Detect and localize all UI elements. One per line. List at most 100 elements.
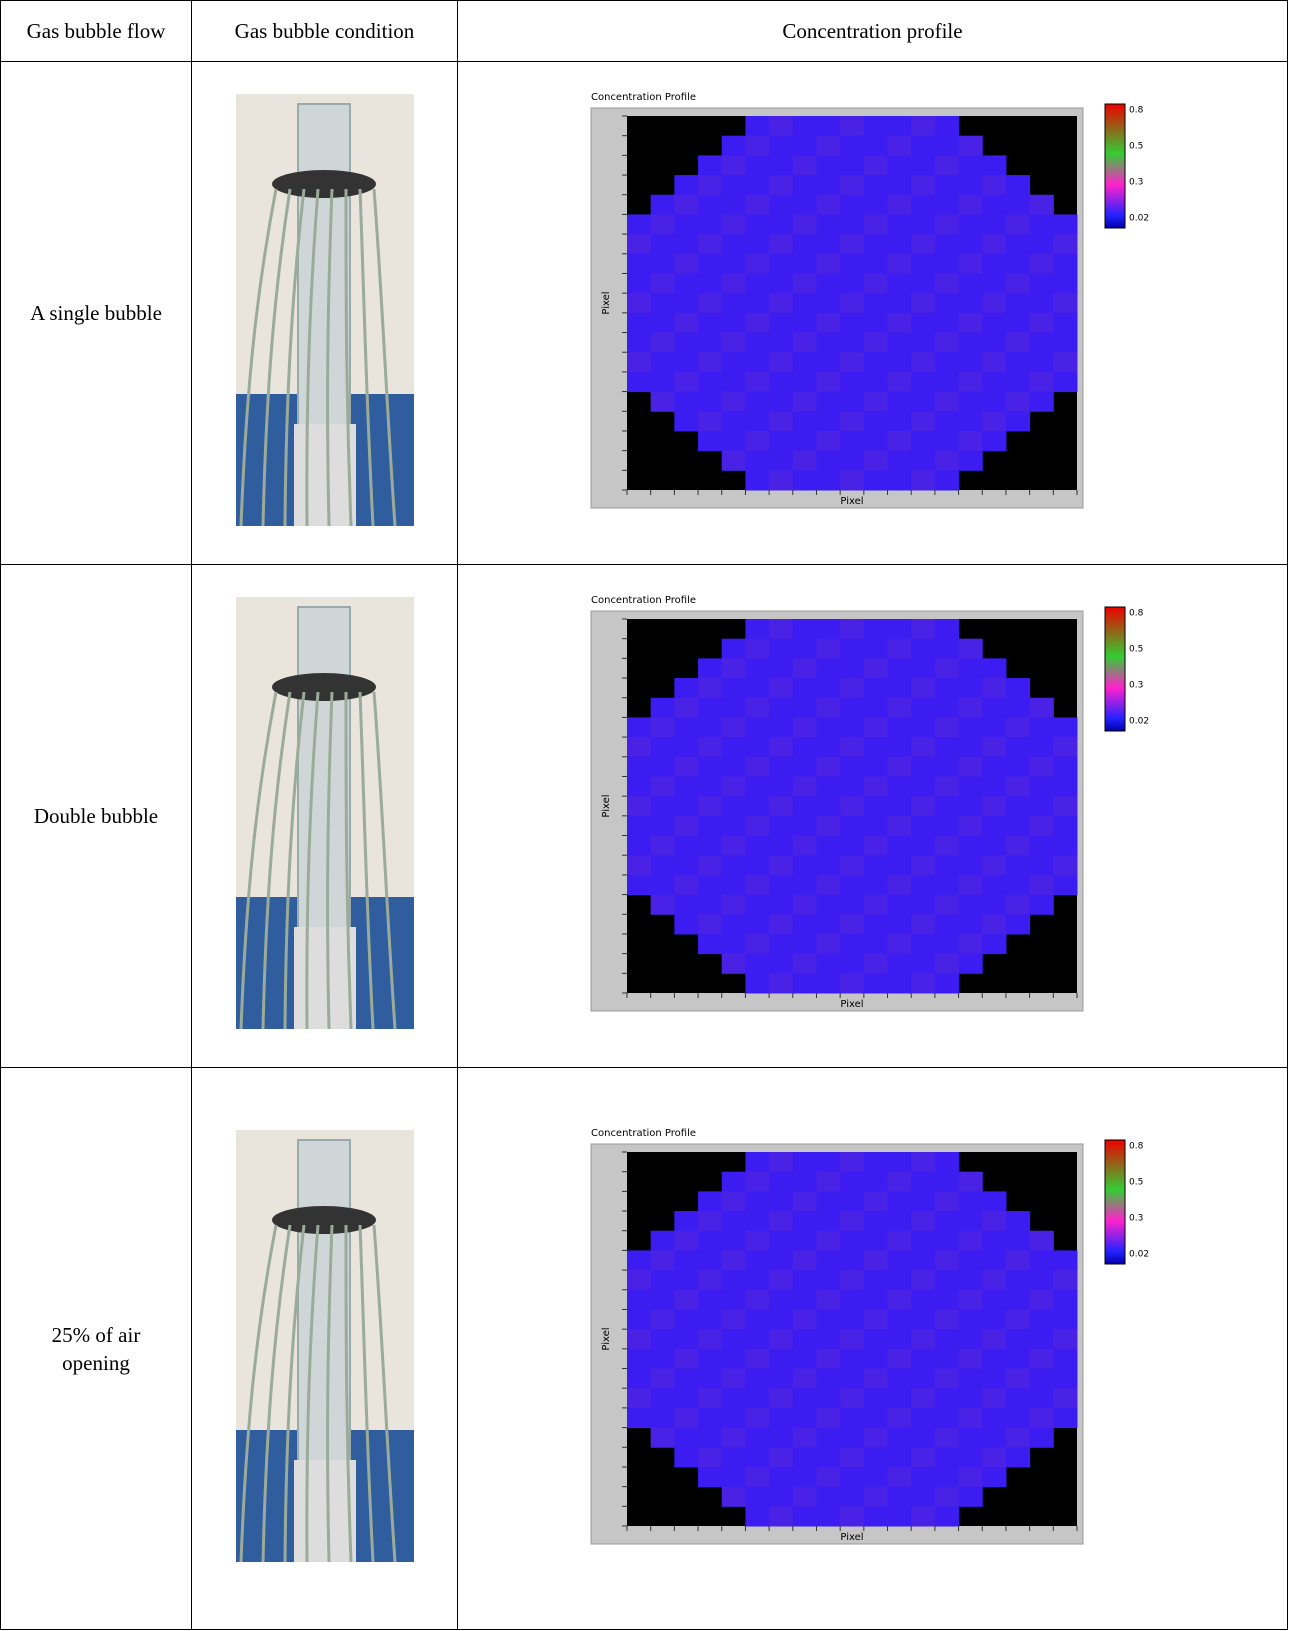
cell [792,619,816,639]
cell [745,254,769,274]
cell [769,836,793,856]
cell [792,451,816,471]
cell [887,1171,911,1191]
cell [627,214,651,234]
cell [698,836,722,856]
cell [1053,293,1077,313]
cell [745,1506,769,1526]
cell [792,1211,816,1231]
cell [721,234,745,254]
cell [769,1250,793,1270]
cell [816,1230,840,1250]
cell [863,155,887,175]
cell [698,234,722,254]
cell [934,1171,958,1191]
cell [934,796,958,816]
cell [1029,717,1053,737]
cell [674,1348,698,1368]
cell [840,875,864,895]
cell [674,1368,698,1388]
cell [769,1152,793,1172]
cell [721,875,745,895]
cell [958,1171,982,1191]
cell [792,195,816,215]
cell [650,1270,674,1290]
cell [674,757,698,777]
cell [650,1427,674,1447]
cell [934,195,958,215]
cell [769,1191,793,1211]
cell [674,352,698,372]
cell [721,431,745,451]
cell [674,1388,698,1408]
cell [721,1171,745,1191]
cell [840,855,864,875]
cell [650,895,674,915]
cell [745,293,769,313]
cell [792,136,816,156]
cell [698,1270,722,1290]
cell [792,293,816,313]
cell [840,619,864,639]
cell [721,352,745,372]
cell [816,836,840,856]
colorbar [1105,607,1125,731]
cell [698,195,722,215]
cell [1005,1348,1029,1368]
cell [1005,1230,1029,1250]
flow-cell: A single bubble [1,62,192,565]
cell [1029,1368,1053,1388]
cell [1005,293,1029,313]
cell [911,1348,935,1368]
cell [792,1270,816,1290]
cell [816,254,840,274]
cell [934,934,958,954]
cell [769,136,793,156]
cell [698,717,722,737]
cell [674,717,698,737]
cell [958,273,982,293]
cell [887,392,911,412]
cell [958,175,982,195]
cell [863,1230,887,1250]
cell [816,470,840,490]
cell [627,717,651,737]
cell [674,313,698,333]
cell [816,313,840,333]
cell [934,1427,958,1447]
cell [863,313,887,333]
cell [863,431,887,451]
cell [958,717,982,737]
cell [745,737,769,757]
cell [745,136,769,156]
cell [840,411,864,431]
cell [934,1466,958,1486]
cell [745,658,769,678]
cell [863,1486,887,1506]
cell [840,1309,864,1329]
cell [721,1329,745,1349]
cell [887,313,911,333]
cell [792,1486,816,1506]
cell [887,895,911,915]
cell [958,431,982,451]
cell [650,717,674,737]
cell [792,816,816,836]
cell [911,1329,935,1349]
cell [982,678,1006,698]
cell [887,973,911,993]
cell [792,678,816,698]
cell [769,1466,793,1486]
cell [1029,1289,1053,1309]
cell [958,836,982,856]
cell [982,816,1006,836]
cell [840,1388,864,1408]
y-axis-label: Pixel [601,1327,612,1350]
cell [674,1309,698,1329]
cell [698,895,722,915]
cell [698,816,722,836]
cell [792,855,816,875]
cell [627,1270,651,1290]
cell [1029,273,1053,293]
cell [816,1368,840,1388]
